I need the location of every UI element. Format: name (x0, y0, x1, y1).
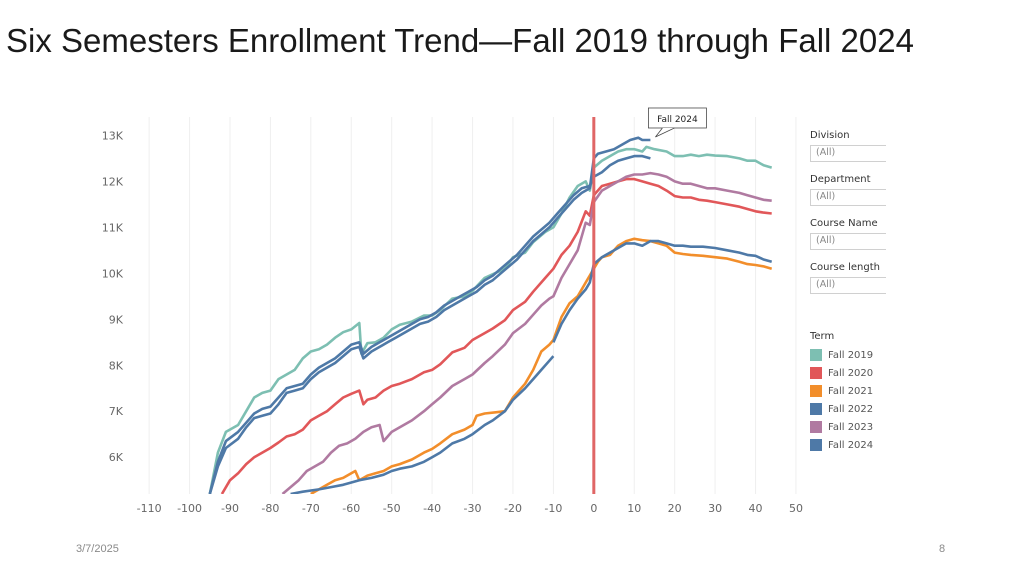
legend-swatch (810, 349, 822, 361)
x-tick-label: -110 (137, 502, 162, 515)
filter-label: Course length (810, 262, 880, 273)
legend-label: Fall 2019 (828, 349, 874, 361)
y-tick-label: 9K (109, 313, 124, 326)
x-tick-label: -50 (383, 502, 401, 515)
legend-item-fall-2023[interactable]: Fall 2023 (810, 418, 873, 436)
legend-item-fall-2022[interactable]: Fall 2022 (810, 400, 873, 418)
series-line-fall-2023 (281, 171, 772, 494)
series-line-fall-2022-post (552, 239, 773, 343)
x-tick-label: -40 (423, 502, 441, 515)
slide-title: Six Semesters Enrollment Trend—Fall 2019… (6, 22, 914, 59)
x-tick-label: -30 (464, 502, 482, 515)
legend-label: Fall 2020 (828, 367, 874, 379)
chart-grid (148, 117, 797, 494)
course-name-select[interactable]: (All) (810, 233, 886, 250)
legend-item-fall-2020[interactable]: Fall 2020 (810, 364, 873, 382)
legend-swatch (810, 421, 822, 433)
y-axis: 6K 7K 8K 9K 10K 11K 12K 13K (102, 129, 124, 464)
x-tick-label: -20 (504, 502, 522, 515)
legend-label: Fall 2024 (828, 439, 874, 451)
course-length-select[interactable]: (All) (810, 277, 886, 294)
series-line-fall-2024-post (290, 355, 555, 494)
legend-label: Fall 2023 (828, 421, 874, 433)
series-line-fall-2019 (208, 145, 773, 494)
x-tick-label: 0 (590, 502, 597, 515)
filter-course-length: Course length (All) (810, 262, 886, 294)
slide-date: 3/7/2025 (76, 543, 119, 555)
annotation-group: Fall 2024 (648, 107, 707, 138)
series-line-fall-2020 (220, 177, 772, 494)
legend-swatch (810, 403, 822, 415)
department-select[interactable]: (All) (810, 189, 886, 206)
x-tick-label: 30 (708, 502, 722, 515)
filter-division: Division (All) (810, 130, 886, 162)
legend-label: Fall 2021 (828, 385, 874, 397)
page-number: 8 (939, 543, 946, 555)
filter-department: Department (All) (810, 174, 886, 206)
x-tick-label: -80 (261, 502, 279, 515)
series-line-fall-2021 (310, 237, 773, 494)
legend-item-fall-2021[interactable]: Fall 2021 (810, 382, 873, 400)
x-tick-label: 10 (627, 502, 641, 515)
y-tick-label: 7K (109, 405, 124, 418)
annotation-pointer (655, 127, 675, 138)
x-axis: -110 -100 -90 -80 -70 -60 -50 -40 -30 -20 -10 0 10 20… (137, 502, 803, 515)
legend-title: Term (810, 331, 835, 342)
y-tick-label: 11K (102, 221, 124, 234)
y-tick-label: 12K (102, 175, 124, 188)
series-lines (208, 136, 773, 494)
filter-label: Division (810, 130, 850, 141)
x-tick-label: 40 (749, 502, 763, 515)
filter-label: Course Name (810, 218, 878, 229)
x-tick-label: -100 (177, 502, 202, 515)
y-tick-label: 6K (109, 451, 124, 464)
x-tick-label: 50 (789, 502, 803, 515)
annotation-box (648, 107, 707, 129)
x-tick-label: -60 (342, 502, 360, 515)
legend-swatch (810, 367, 822, 379)
legend-swatch (810, 385, 822, 397)
division-select[interactable]: (All) (810, 145, 886, 162)
filter-panel: Division (All) Department (All) Course N… (810, 130, 886, 306)
filter-label: Department (810, 174, 871, 185)
y-tick-label: 8K (109, 359, 124, 372)
x-tick-label: -10 (544, 502, 562, 515)
x-tick-label: -90 (221, 502, 239, 515)
legend: Term Fall 2019 Fall 2020 Fall 2021 Fall 202… (810, 331, 873, 454)
series-line-fall-2024 (208, 136, 651, 494)
x-tick-label: 20 (668, 502, 682, 515)
legend-item-fall-2024[interactable]: Fall 2024 (810, 436, 873, 454)
legend-label: Fall 2022 (828, 403, 874, 415)
y-tick-label: 10K (102, 267, 124, 280)
filter-course-name: Course Name (All) (810, 218, 886, 250)
legend-swatch (810, 439, 822, 451)
series-line-fall-2022 (208, 154, 651, 494)
annotation-label: Fall 2024 (657, 115, 698, 125)
x-tick-label: -70 (302, 502, 320, 515)
y-tick-label: 13K (102, 129, 124, 142)
legend-item-fall-2019[interactable]: Fall 2019 (810, 346, 873, 364)
